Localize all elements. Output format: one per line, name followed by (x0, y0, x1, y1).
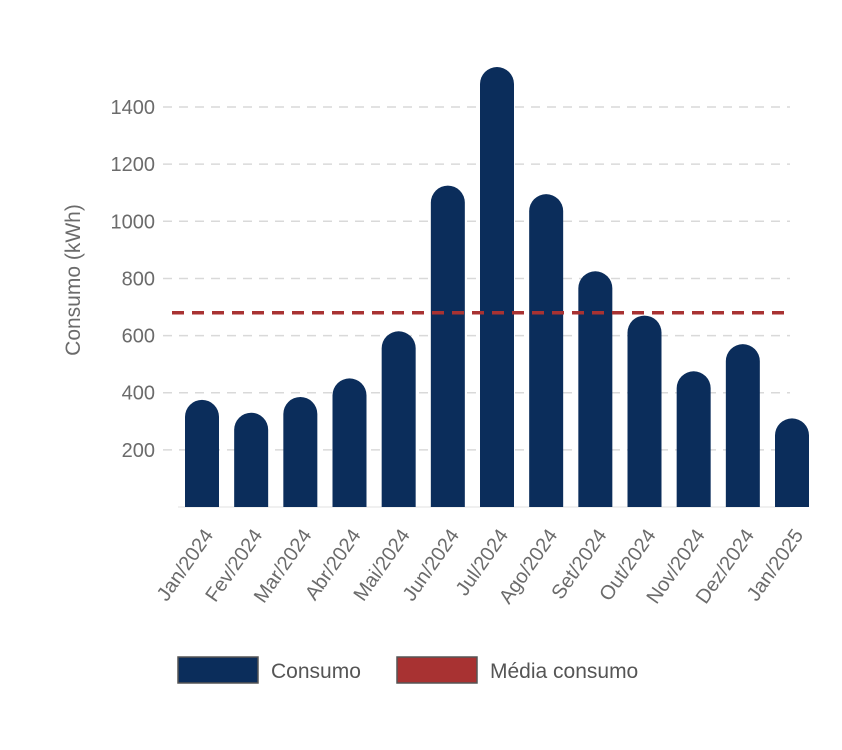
y-tick-label: 800 (122, 268, 155, 290)
x-axis-ticks: Jan/2024Fev/2024Mar/2024Abr/2024Mai/2024… (153, 525, 808, 608)
legend-label-media-consumo: Média consumo (490, 660, 638, 683)
y-tick-label: 1200 (111, 154, 156, 176)
legend-swatch-media-consumo (396, 656, 478, 684)
legend: Consumo Média consumo (177, 656, 638, 684)
bar (578, 271, 613, 507)
bar (185, 399, 219, 507)
bar (283, 397, 318, 507)
bar (430, 185, 465, 507)
y-tick-label: 1000 (111, 211, 156, 233)
legend-swatch-consumo (177, 656, 259, 684)
bar (676, 371, 711, 507)
bar (529, 194, 564, 507)
bar (775, 418, 809, 507)
bar (381, 331, 416, 507)
y-tick-label: 1400 (111, 97, 156, 119)
y-tick-label: 400 (122, 383, 155, 405)
bar (480, 67, 514, 508)
bar (332, 378, 367, 507)
bar (234, 412, 269, 507)
bar (627, 315, 662, 507)
y-tick-label: 600 (122, 326, 155, 348)
y-axis-ticks: 200 400 600 800 1000 1200 1400 (111, 97, 156, 462)
legend-label-consumo: Consumo (271, 660, 361, 683)
y-tick-label: 200 (122, 440, 155, 462)
y-axis-label: Consumo (kWh) (62, 204, 85, 356)
bars (185, 67, 809, 508)
bar (725, 344, 760, 507)
